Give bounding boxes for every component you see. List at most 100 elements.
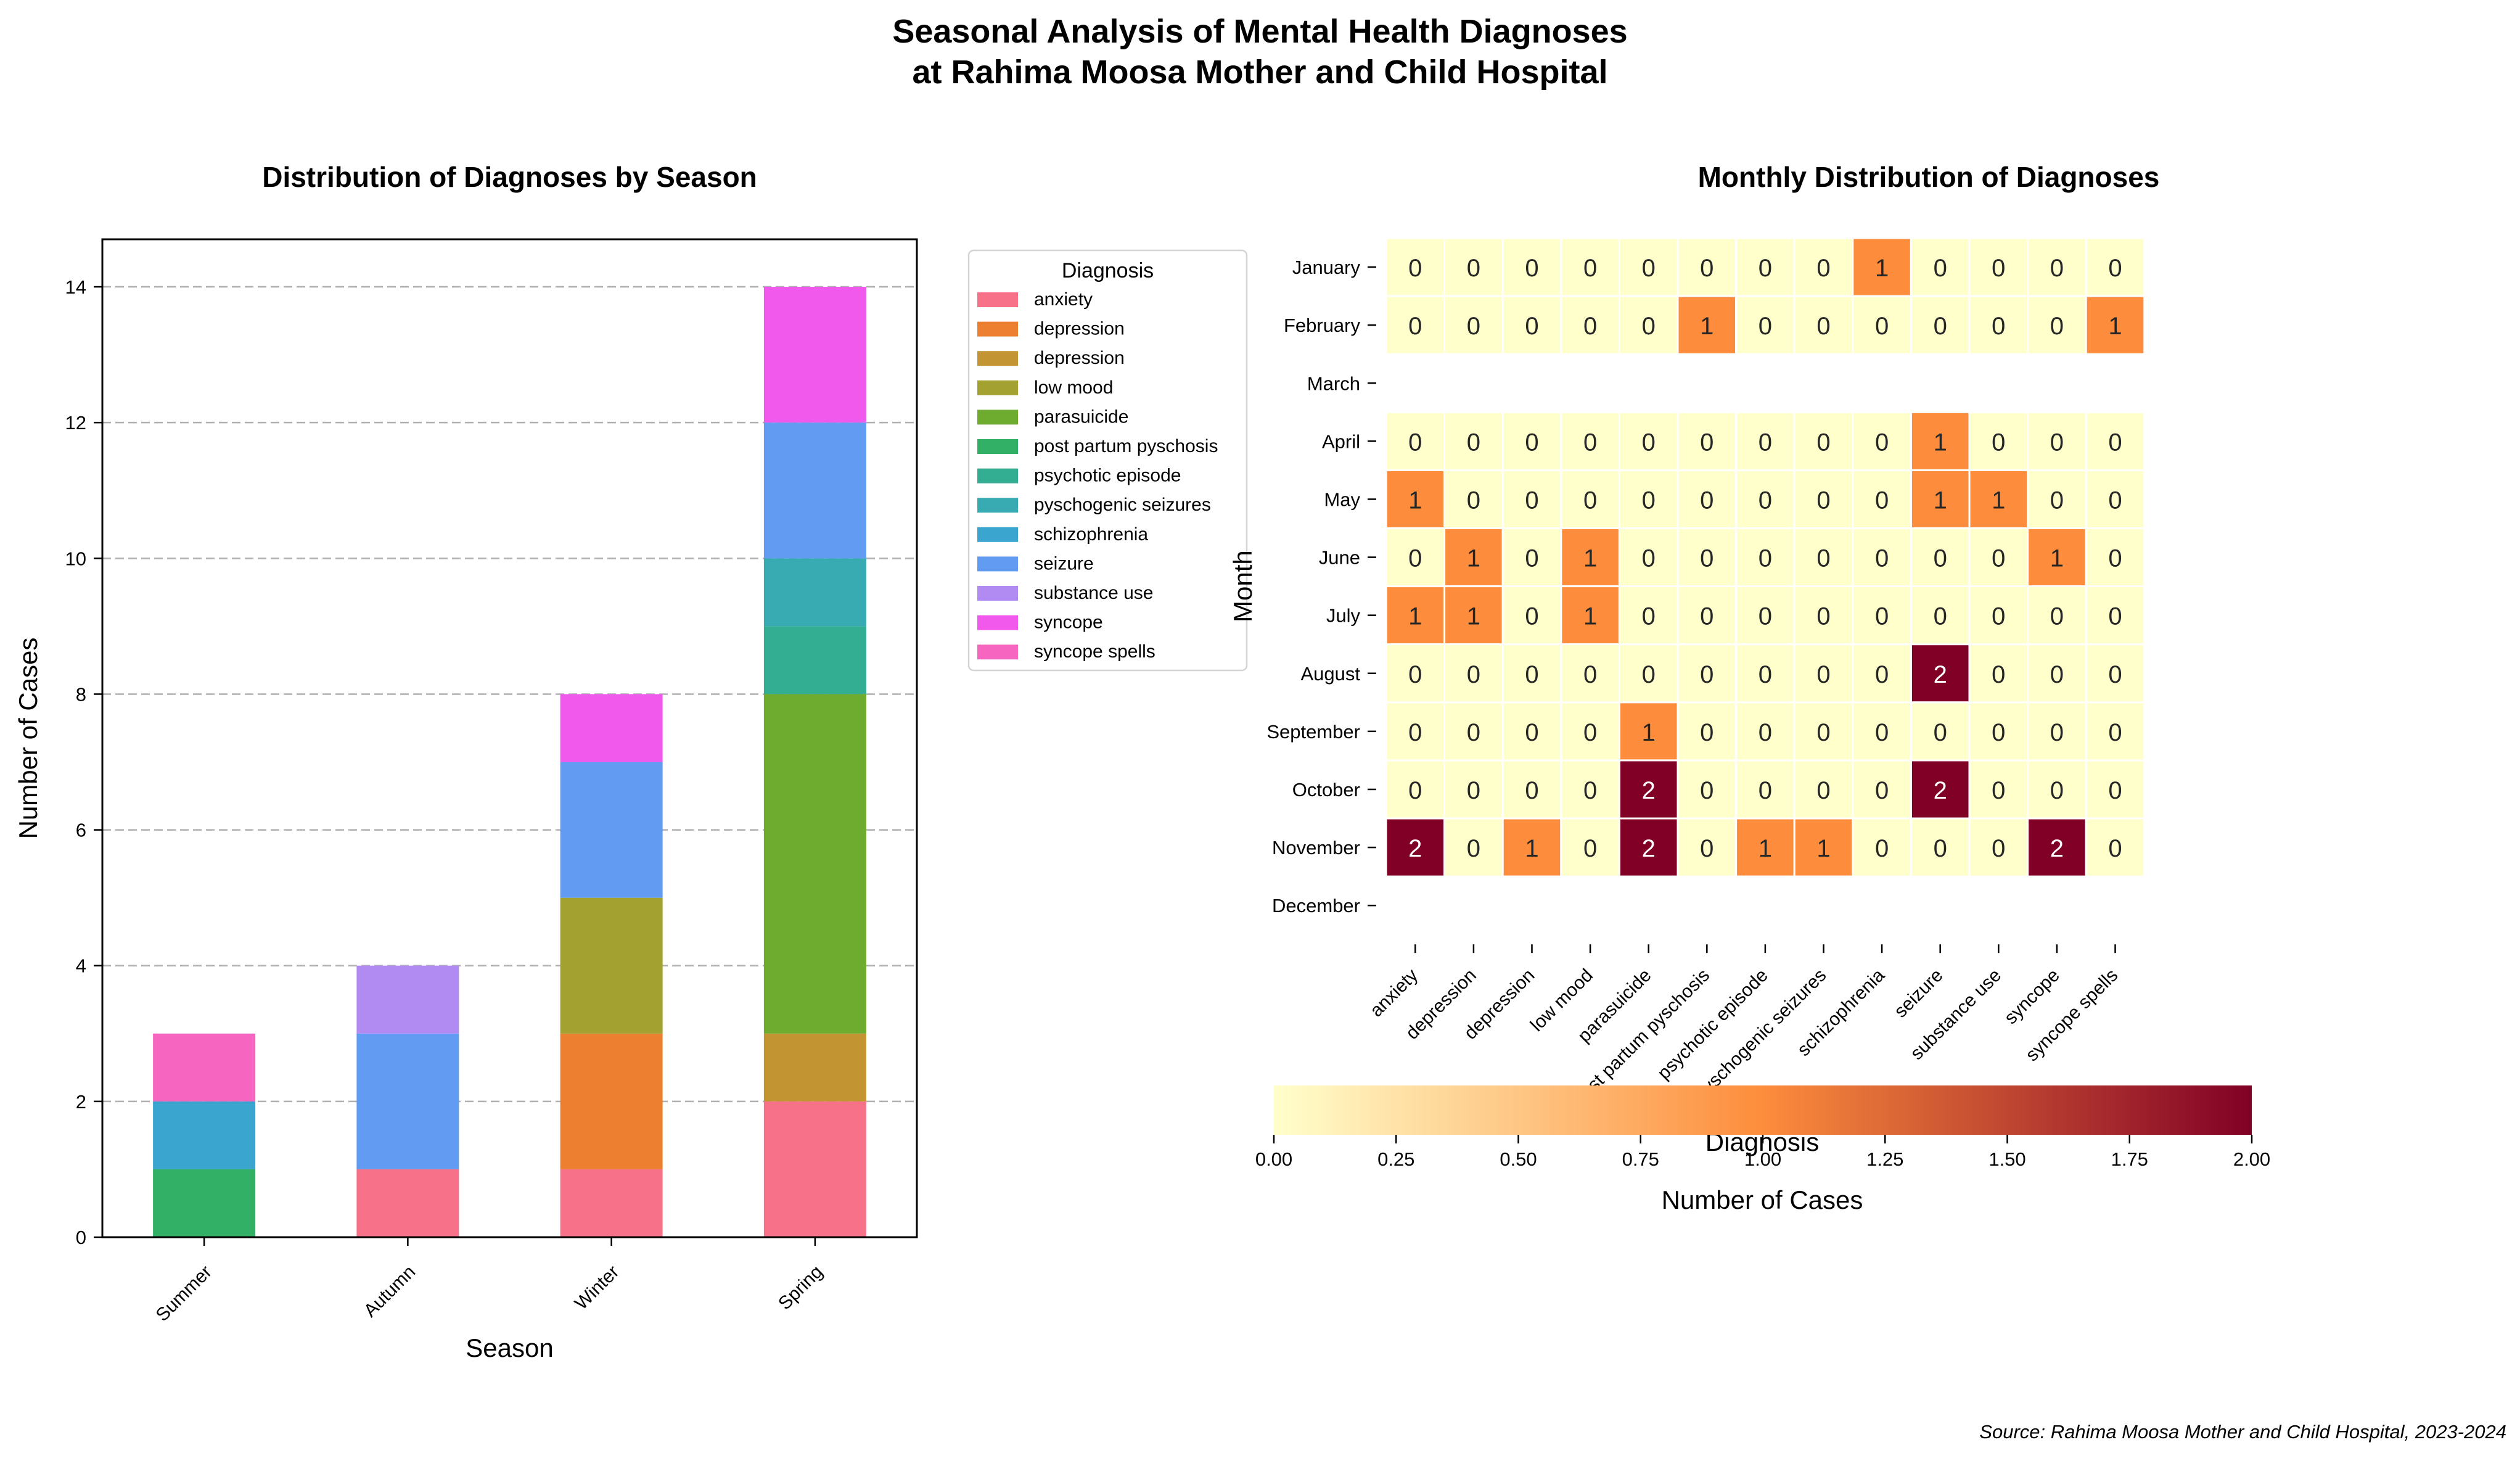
cell-value: 0 bbox=[1408, 313, 1422, 340]
heatmap-cell bbox=[1501, 585, 1562, 646]
heatmap-cell bbox=[2085, 527, 2146, 588]
cell-value: 2 bbox=[1934, 661, 1947, 688]
y-tick-label: 12 bbox=[65, 412, 86, 434]
cell-value: 0 bbox=[1467, 487, 1480, 514]
heatmap-cell bbox=[1560, 759, 1620, 820]
cell-value: 0 bbox=[1759, 545, 1772, 572]
colorbar-tick-label: 0.00 bbox=[1255, 1148, 1292, 1170]
heatmap-cell bbox=[1618, 469, 1679, 530]
legend-swatch bbox=[977, 586, 1018, 601]
cell-value: 0 bbox=[1408, 661, 1422, 688]
cell-value: 0 bbox=[2108, 603, 2122, 630]
month-label: October bbox=[1292, 779, 1360, 801]
cell-value: 0 bbox=[1992, 835, 2005, 862]
cell-value: 0 bbox=[1467, 835, 1480, 862]
legend-label: schizophrenia bbox=[1034, 524, 1148, 545]
cell-value: 0 bbox=[1992, 719, 2005, 746]
bar-segment bbox=[560, 897, 663, 1034]
cell-value: 0 bbox=[1875, 661, 1889, 688]
cell-value: 1 bbox=[1408, 487, 1422, 514]
heatmap-cell bbox=[2085, 817, 2146, 878]
legend-swatch bbox=[977, 351, 1018, 366]
heatmap-cell bbox=[1910, 527, 1971, 588]
legend-swatch bbox=[977, 292, 1018, 307]
bar-segment bbox=[356, 1169, 459, 1237]
heatmap-cell bbox=[2085, 643, 2146, 704]
bar-segment bbox=[153, 1033, 256, 1102]
heatmap-cell bbox=[1443, 237, 1504, 297]
cell-value: 0 bbox=[1700, 487, 1714, 514]
bar-segment bbox=[763, 1033, 866, 1102]
cell-value: 2 bbox=[1642, 777, 1656, 804]
cell-value: 0 bbox=[1992, 313, 2005, 340]
cell-value: 1 bbox=[1992, 487, 2005, 514]
heatmap-cell bbox=[1677, 585, 1738, 646]
y-tick-label: 8 bbox=[76, 683, 86, 705]
cell-value: 0 bbox=[1816, 487, 1830, 514]
heatmap-cell bbox=[1618, 817, 1679, 878]
colorbar-tick-label: 1.25 bbox=[1866, 1148, 1903, 1170]
colorbar-label: Number of Cases bbox=[1662, 1185, 1863, 1214]
heatmap-cell bbox=[1443, 469, 1504, 530]
heatmap-cell bbox=[2027, 469, 2087, 530]
y-tick-label: 10 bbox=[65, 548, 86, 569]
heatmap-cell bbox=[1501, 701, 1562, 762]
heatmap-cell bbox=[2085, 469, 2146, 530]
heatmap-cell bbox=[1968, 295, 2029, 355]
cell-value: 0 bbox=[1992, 603, 2005, 630]
heatmap-cell bbox=[1618, 701, 1679, 762]
heatmap-cell bbox=[1735, 759, 1796, 820]
cell-value: 0 bbox=[1408, 545, 1422, 572]
monthly-heatmap-chart: Monthly Distribution of Diagnoses January… bbox=[1228, 161, 2270, 1214]
cell-value: 0 bbox=[1525, 313, 1538, 340]
cell-value: 0 bbox=[1642, 603, 1656, 630]
heatmap-cell bbox=[1735, 701, 1796, 762]
cell-value: 0 bbox=[1642, 429, 1656, 456]
cell-value: 0 bbox=[2108, 835, 2122, 862]
heatmap-cell bbox=[1385, 237, 1446, 297]
bar-segment bbox=[763, 1101, 866, 1237]
cell-value: 0 bbox=[1467, 719, 1480, 746]
heatmap-title: Monthly Distribution of Diagnoses bbox=[1698, 161, 2160, 193]
cell-value: 0 bbox=[1408, 777, 1422, 804]
heatmap-cell bbox=[1677, 411, 1738, 471]
heatmap-cell bbox=[1852, 701, 1912, 762]
heatmap-cell bbox=[1501, 295, 1562, 355]
cell-value: 0 bbox=[1875, 835, 1889, 862]
bar-segment bbox=[763, 558, 866, 627]
heatmap-cell bbox=[1385, 527, 1446, 588]
bar-segment bbox=[560, 1033, 663, 1169]
cell-value: 0 bbox=[1467, 255, 1480, 282]
cell-value: 2 bbox=[1408, 835, 1422, 862]
legend-label: seizure bbox=[1034, 553, 1094, 574]
heatmap-cell bbox=[1443, 701, 1504, 762]
legend-swatch bbox=[977, 615, 1018, 630]
colorbar-tick-label: 1.50 bbox=[1989, 1148, 2025, 1170]
heatmap-cell bbox=[1793, 701, 1854, 762]
heatmap-cell bbox=[1677, 817, 1738, 878]
legend-label: depression bbox=[1034, 319, 1125, 339]
cell-value: 1 bbox=[1525, 835, 1538, 862]
legend-title: Diagnosis bbox=[1062, 259, 1154, 282]
cell-value: 0 bbox=[2108, 545, 2122, 572]
cell-value: 0 bbox=[2108, 487, 2122, 514]
legend-label: low mood bbox=[1034, 377, 1113, 398]
bar-segment bbox=[153, 1169, 256, 1237]
heatmap-cell bbox=[1618, 411, 1679, 471]
heatmap-cell bbox=[1793, 527, 1854, 588]
cell-value: 0 bbox=[1759, 313, 1772, 340]
cell-value: 0 bbox=[1875, 545, 1889, 572]
legend-label: anxiety bbox=[1034, 289, 1093, 310]
cell-value: 1 bbox=[2108, 313, 2122, 340]
cell-value: 0 bbox=[1875, 429, 1889, 456]
heatmap-cell bbox=[2027, 701, 2087, 762]
cell-value: 0 bbox=[2050, 429, 2064, 456]
heatmap-cell bbox=[1735, 817, 1796, 878]
cell-value: 1 bbox=[1934, 487, 1947, 514]
month-label: December bbox=[1272, 895, 1360, 916]
cell-value: 0 bbox=[1583, 487, 1597, 514]
cell-value: 0 bbox=[1700, 545, 1714, 572]
diagnosis-label: psychotic episode bbox=[1654, 965, 1772, 1084]
legend-swatch bbox=[977, 468, 1018, 484]
